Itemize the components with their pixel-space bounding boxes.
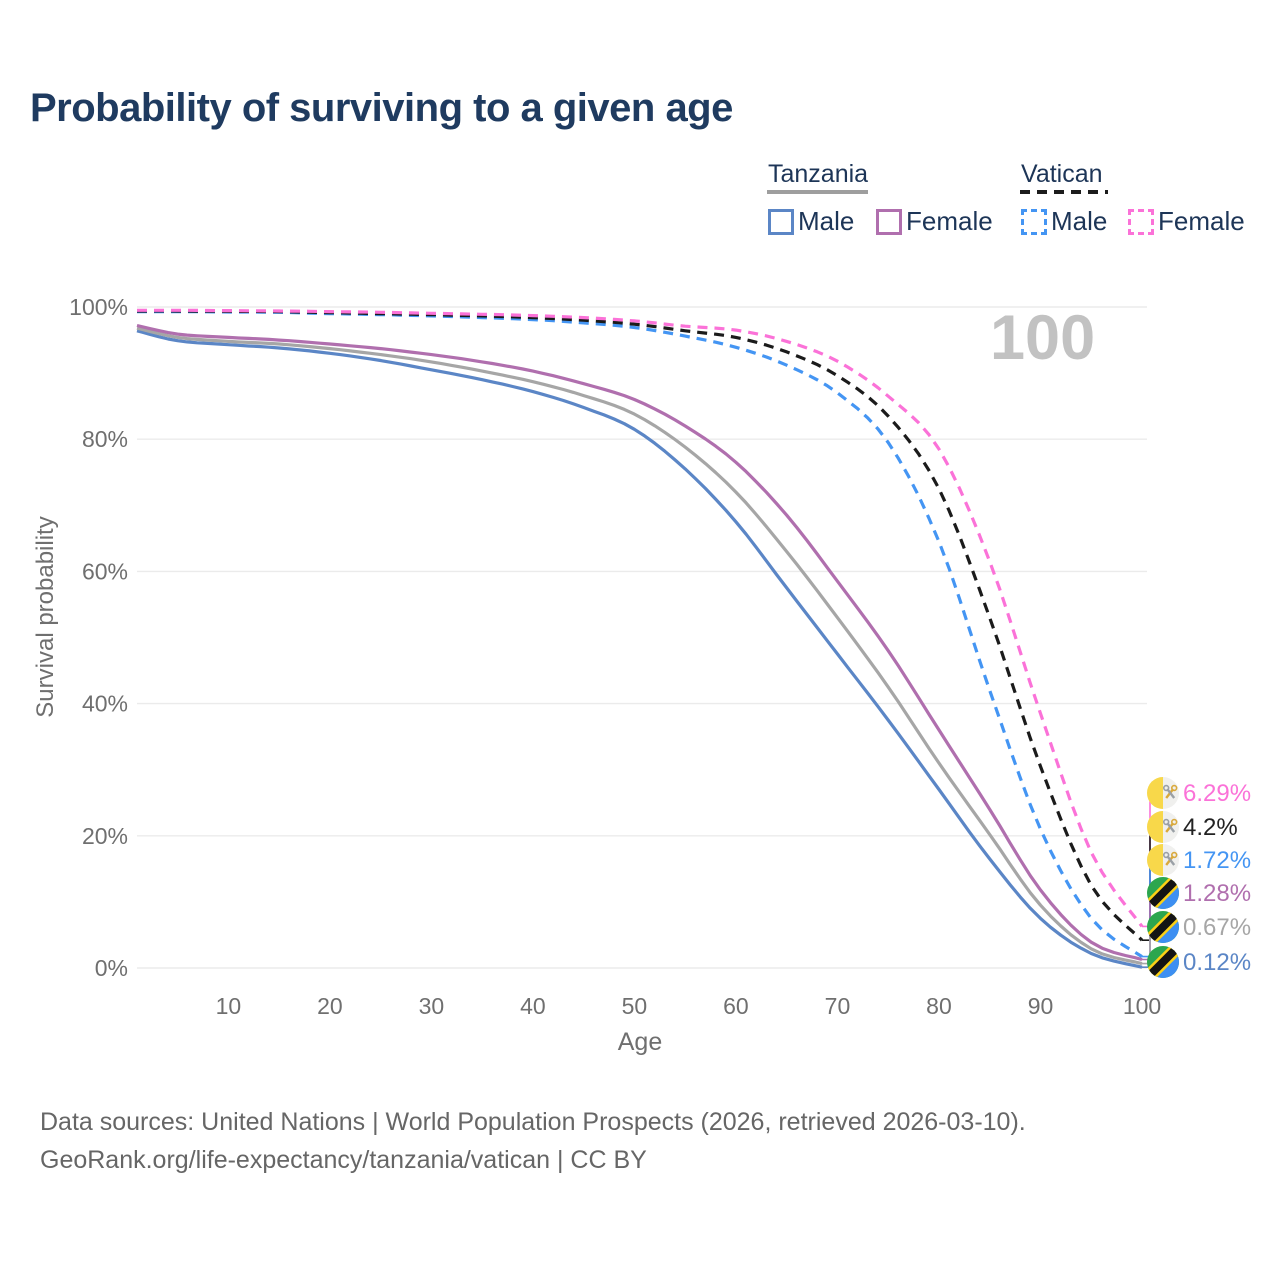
legend-item-tanzania-female[interactable]: Female	[876, 206, 993, 237]
vatican-male-swatch-icon	[1021, 208, 1047, 235]
tanzania-flag-icon	[1147, 911, 1179, 943]
x-tick-50: 50	[622, 993, 648, 1019]
y-tick-80: 80%	[82, 426, 128, 452]
x-tick-100: 100	[1123, 993, 1161, 1019]
attribution-link[interactable]: GeoRank.org/life-expectancy/tanzania/vat…	[40, 1146, 647, 1174]
legend-item-vatican-female[interactable]: Female	[1128, 206, 1245, 237]
end-value-label-tanzania-female: 1.28%	[1183, 880, 1251, 907]
vatican-flag-icon	[1147, 777, 1179, 809]
y-tick-100: 100%	[69, 294, 128, 320]
x-tick-20: 20	[317, 993, 343, 1019]
series-line-tanzania-female	[136, 323, 1143, 962]
page-title: Probability of surviving to a given age	[30, 86, 733, 130]
x-tick-30: 30	[419, 993, 445, 1019]
x-tick-70: 70	[825, 993, 851, 1019]
x-tick-90: 90	[1028, 993, 1054, 1019]
x-tick-60: 60	[723, 993, 749, 1019]
survival-probability-chart: 0% 20% 40% 60% 80% 100% 10 20 30 40 50 60 70 80 90 100 6…	[69, 294, 1251, 1019]
tanzania-flag-icon	[1147, 946, 1179, 978]
x-tick-80: 80	[926, 993, 952, 1019]
data-sources-note: Data sources: United Nations | World Pop…	[40, 1108, 1026, 1136]
vatican-female-swatch-icon	[1128, 208, 1154, 235]
legend-label: Male	[798, 206, 855, 236]
legend-vatican-dashed-line-sample	[1020, 190, 1108, 194]
x-tick-10: 10	[216, 993, 242, 1019]
tanzania-female-swatch-icon	[876, 208, 902, 235]
x-axis-label: Age	[617, 1028, 663, 1056]
hovered-age-watermark: 100	[990, 302, 1095, 374]
x-tick-40: 40	[520, 993, 546, 1019]
legend-item-tanzania-male[interactable]: Male	[768, 206, 854, 237]
y-tick-60: 60%	[82, 558, 128, 584]
legend-group-tanzania: Tanzania	[768, 160, 869, 188]
series-line-tanzania-both-sexes	[136, 326, 1143, 966]
legend-group-vatican: Vatican	[1021, 160, 1103, 188]
end-value-label-tanzania-both-sexes: 0.67%	[1183, 914, 1251, 941]
tanzania-flag-icon	[1147, 877, 1179, 909]
series-line-tanzania-male	[136, 329, 1143, 969]
legend-tanzania-solid-line-sample	[767, 190, 868, 194]
end-value-label-tanzania-male: 0.12%	[1183, 949, 1251, 976]
end-value-label-vatican-male: 1.72%	[1183, 847, 1251, 874]
y-tick-20: 20%	[82, 823, 128, 849]
plot-area[interactable]	[137, 307, 1147, 968]
series-line-vatican-female	[137, 308, 1144, 928]
vatican-flag-icon	[1147, 811, 1179, 843]
vatican-flag-icon	[1147, 844, 1179, 876]
legend-label: Male	[1051, 206, 1108, 236]
y-tick-0: 0%	[95, 955, 128, 981]
end-value-label-vatican-female: 6.29%	[1183, 780, 1251, 807]
legend-label: Female	[1158, 206, 1245, 236]
legend-label: Female	[906, 206, 993, 236]
legend-item-vatican-male[interactable]: Male	[1021, 206, 1107, 237]
y-tick-40: 40%	[82, 691, 128, 717]
end-value-label-vatican-both-sexes: 4.2%	[1183, 814, 1238, 841]
tanzania-male-swatch-icon	[768, 208, 794, 235]
